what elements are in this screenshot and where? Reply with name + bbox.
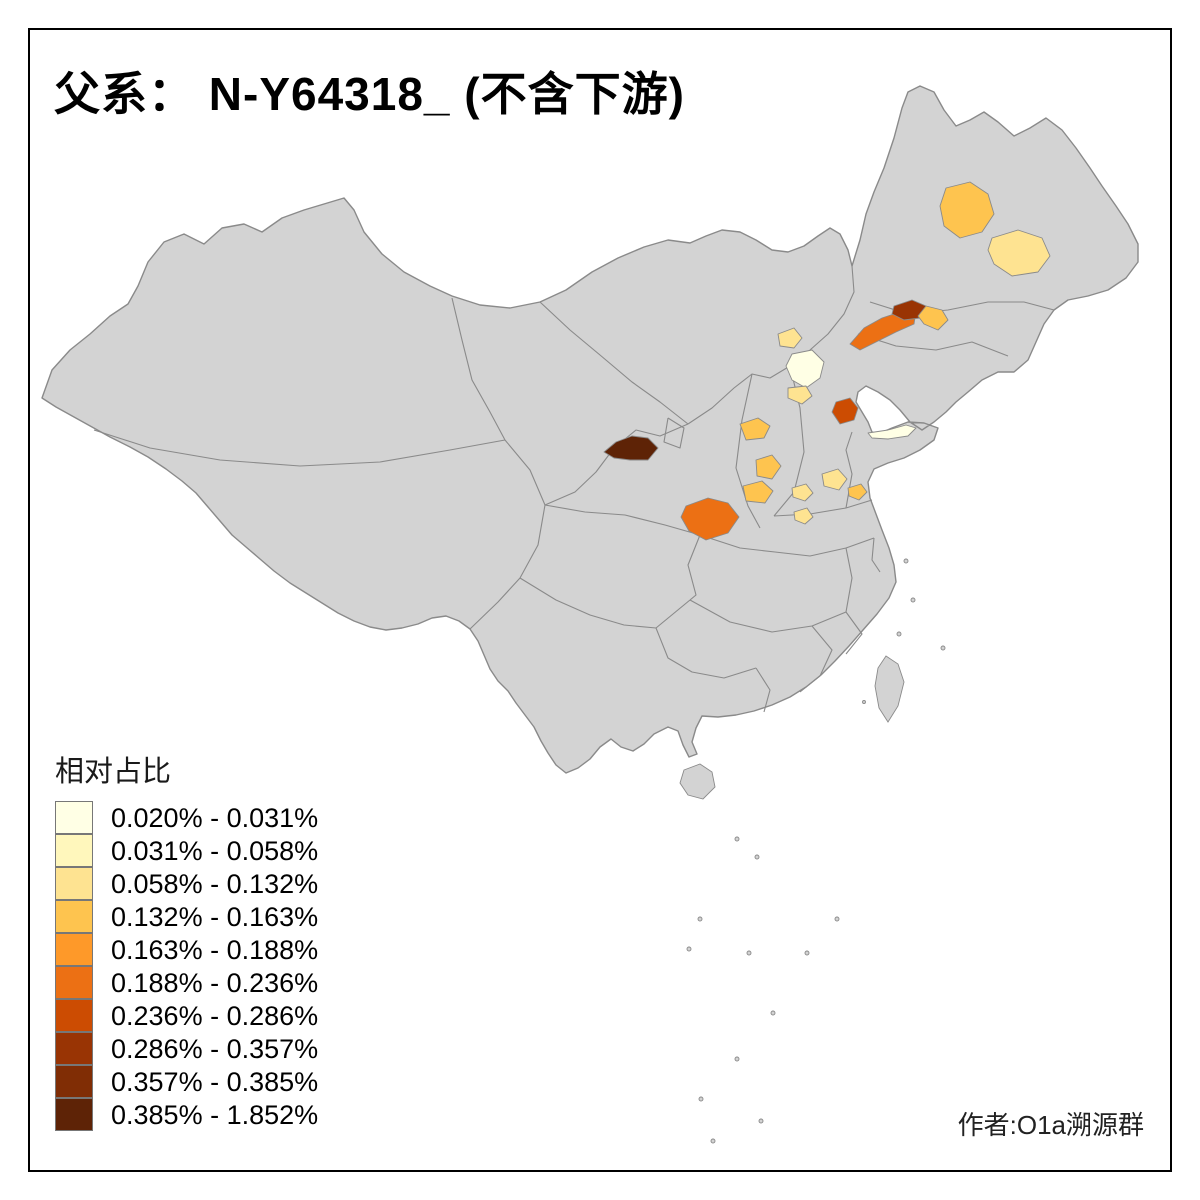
legend-swatch (55, 966, 93, 999)
legend: 相对占比 0.020% - 0.031% 0.031% - 0.058% 0.0… (55, 748, 318, 1132)
legend-swatch (55, 1098, 93, 1131)
legend-swatch (55, 900, 93, 933)
legend-swatch (55, 867, 93, 900)
region-heilongjiang-west (939, 181, 995, 239)
taiwan-island (874, 655, 905, 723)
legend-label: 0.385% - 1.852% (111, 1100, 319, 1130)
south-china-sea-islands (686, 558, 946, 1144)
legend-item: 0.357% - 0.385% (55, 1065, 319, 1099)
legend-label: 0.132% - 0.163% (111, 902, 319, 932)
legend-label: 0.357% - 0.385% (111, 1067, 319, 1097)
highlighted-prefectures (603, 181, 1051, 541)
legend-item: 0.020% - 0.031% (55, 801, 319, 835)
region-lanzhou-dark (603, 435, 659, 461)
attribution: 作者:O1a溯源群 (957, 1110, 1144, 1140)
region-shandong-north (867, 424, 917, 440)
legend-swatch (55, 834, 93, 867)
region-henan-west (791, 483, 814, 502)
legend-label: 0.058% - 0.132% (111, 869, 319, 899)
legend-label: 0.286% - 0.357% (111, 1034, 319, 1064)
region-heilongjiang-east (987, 229, 1051, 277)
region-beijing-pale (785, 349, 825, 389)
province-boundaries (93, 265, 1055, 713)
region-henan-east (847, 483, 868, 501)
legend-item: 0.236% - 0.286% (55, 999, 319, 1033)
legend-item: 0.132% - 0.163% (55, 900, 319, 934)
region-tianjin-dark (831, 397, 859, 425)
region-shanxi-central (755, 454, 782, 480)
region-hebei-central (787, 385, 813, 405)
legend-item: 0.163% - 0.188% (55, 933, 319, 967)
legend-item: 0.031% - 0.058% (55, 834, 319, 868)
legend-item: 0.286% - 0.357% (55, 1032, 319, 1066)
legend-label: 0.031% - 0.058% (111, 836, 319, 866)
region-shaanxi-xian (680, 497, 740, 541)
legend-swatch (55, 1032, 93, 1065)
region-beijing-north (777, 327, 803, 349)
region-henan-north (821, 468, 848, 491)
legend-item: 0.058% - 0.132% (55, 867, 319, 901)
page-title: 父系： N-Y64318_ (不含下游) (54, 68, 685, 120)
region-shanxi-south (742, 480, 774, 504)
legend-swatch (55, 801, 93, 834)
legend-label: 0.236% - 0.286% (111, 1001, 319, 1031)
legend-label: 0.163% - 0.188% (111, 935, 319, 965)
legend-swatch (55, 999, 93, 1032)
region-henan-south (793, 507, 814, 525)
region-shanxi-north (739, 417, 771, 441)
hainan-island (679, 763, 716, 800)
china-mainland (41, 85, 1139, 774)
legend-item: 0.188% - 0.236% (55, 966, 319, 1000)
legend-swatch (55, 933, 93, 966)
region-jilin-east (917, 305, 949, 331)
legend-title: 相对占比 (55, 756, 172, 788)
legend-label: 0.188% - 0.236% (111, 968, 319, 998)
legend-item: 0.385% - 1.852% (55, 1098, 319, 1132)
legend-label: 0.020% - 0.031% (111, 803, 319, 833)
legend-swatch (55, 1065, 93, 1098)
